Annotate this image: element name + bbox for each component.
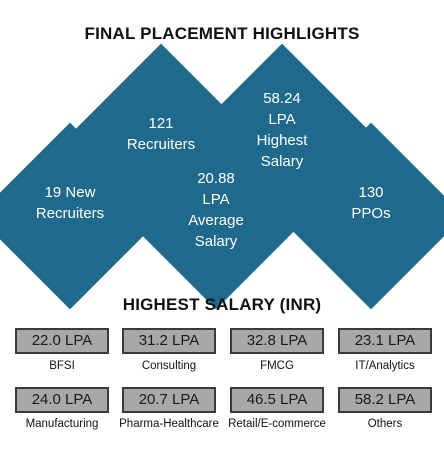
sector-label-pharma-healthcare: Pharma-Healthcare: [119, 418, 219, 430]
sector-label-retail-ecommerce: Retail/E-commerce: [228, 418, 326, 430]
new-recruiters-label: 19 New Recruiters: [35, 184, 105, 222]
sector-label-fmcg: FMCG: [260, 360, 294, 372]
salary-box-pharma-healthcare: 20.7 LPA: [122, 387, 216, 413]
sector-label-others: Others: [367, 418, 403, 430]
salary-box-consulting: 31.2 LPA: [122, 328, 216, 354]
sector-label-manufacturing: Manufacturing: [25, 418, 99, 430]
sector-label-it-analytics: IT/Analytics: [355, 360, 415, 372]
salary-box-bfsi: 22.0 LPA: [15, 328, 109, 354]
sector-label-bfsi: BFSI: [49, 360, 75, 372]
salary-box-retail-ecommerce: 46.5 LPA: [230, 387, 324, 413]
salary-section-title: HIGHEST SALARY (INR): [122, 295, 322, 314]
sector-label-consulting: Consulting: [141, 360, 197, 372]
recruiters-label: 121 Recruiters: [126, 115, 196, 153]
salary-box-fmcg: 32.8 LPA: [230, 328, 324, 354]
average-salary-label: 20.88 LPA Average Salary: [188, 170, 244, 250]
highest-salary-label: 58.24 LPA Highest Salary: [256, 90, 308, 170]
page-title: FINAL PLACEMENT HIGHLIGHTS: [84, 24, 360, 43]
salary-box-manufacturing: 24.0 LPA: [15, 387, 109, 413]
ppos-label: 130 PPOs: [351, 184, 391, 222]
salary-box-it-analytics: 23.1 LPA: [338, 328, 432, 354]
salary-box-others: 58.2 LPA: [338, 387, 432, 413]
